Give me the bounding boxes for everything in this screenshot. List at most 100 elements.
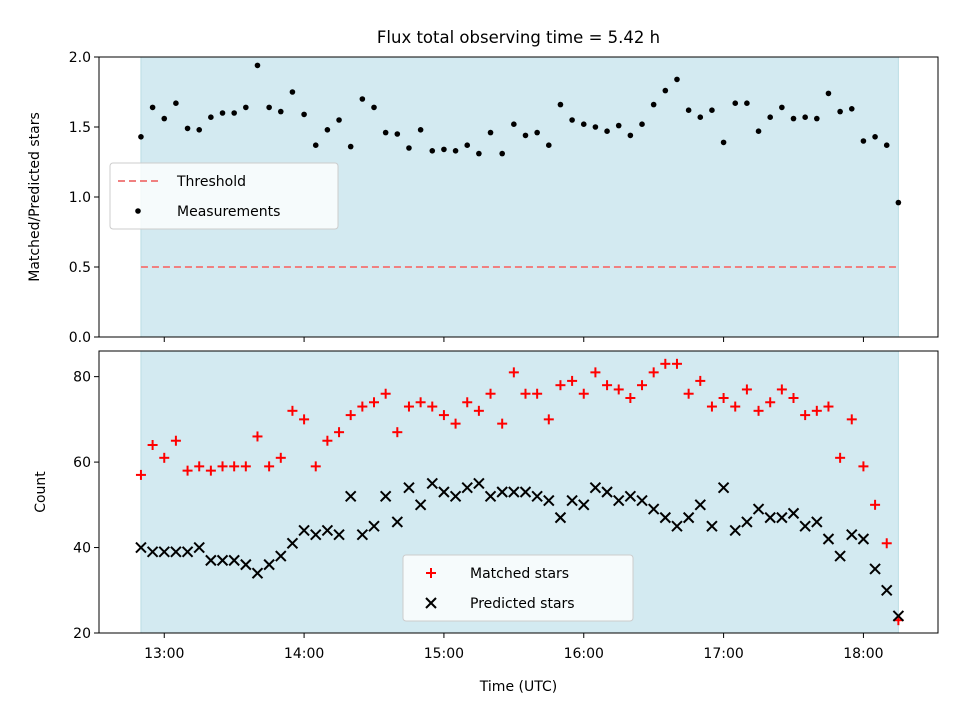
measurement-point — [569, 117, 575, 123]
y-tick-label: 2.0 — [69, 50, 91, 66]
matched-star-point — [473, 405, 484, 416]
measurement-point — [825, 90, 832, 97]
matched-star-point — [217, 461, 228, 472]
matched-star-point — [334, 427, 345, 438]
ratio-y-axis-label: Matched/Predicted stars — [27, 112, 43, 282]
predicted-star-point — [263, 558, 275, 571]
x-bar — [717, 482, 730, 494]
measurement-point — [161, 115, 168, 122]
y-tick-label: 1.0 — [69, 190, 91, 206]
x-bar — [449, 490, 462, 502]
measurement-point — [639, 121, 645, 127]
x-bar — [286, 537, 299, 549]
matched-star-point — [811, 405, 822, 416]
y-tick-label: 40 — [73, 541, 91, 557]
matched-star-point — [345, 410, 356, 421]
predicted-star-point — [834, 550, 846, 562]
x-bar — [240, 558, 252, 571]
measurement-point — [394, 131, 401, 137]
matched-star-point — [683, 388, 694, 399]
predicted-star-point — [869, 563, 881, 575]
matched-star-point — [170, 435, 181, 446]
x-bar — [205, 554, 217, 567]
matched-star-point — [718, 393, 729, 403]
x-bar — [531, 490, 543, 502]
matched-star-point — [543, 414, 554, 425]
measurement-point — [347, 143, 354, 150]
x-bar — [682, 511, 695, 524]
measurement-point — [779, 104, 785, 111]
x-bar — [216, 554, 229, 567]
predicted-star-point — [228, 554, 240, 567]
legend: Matched stars Predicted stars — [402, 554, 634, 622]
measurement-point — [417, 127, 424, 133]
matched-star-point — [369, 397, 380, 408]
matched-star-point — [357, 401, 368, 412]
x-tick-label: 14:00 — [284, 646, 324, 662]
predicted-star-point — [729, 524, 741, 537]
predicted-star-point — [566, 494, 578, 507]
measurement-point — [744, 100, 750, 106]
matched-star-point — [637, 380, 648, 391]
matched-star-point — [602, 380, 613, 391]
measurement-point — [231, 110, 237, 116]
y-tick-label: 60 — [73, 455, 91, 471]
measurement-point — [464, 142, 471, 148]
y-tick-label: 80 — [73, 370, 91, 386]
predicted-star-point — [146, 546, 159, 558]
x-bar — [787, 507, 800, 520]
legend: Threshold Measurements — [109, 162, 339, 230]
predicted-star-point — [298, 524, 310, 537]
x-bar — [181, 546, 194, 558]
x-bar — [146, 546, 159, 558]
measurement-point — [382, 129, 389, 136]
predicted-star-point — [193, 541, 205, 554]
x-bar — [310, 529, 322, 541]
measurement-point — [208, 114, 214, 120]
predicted-star-point — [717, 482, 730, 494]
matched-star-point — [450, 418, 461, 429]
x-bar — [461, 482, 473, 494]
x-bar — [566, 494, 578, 507]
x-bar — [636, 494, 648, 507]
matched-star-point — [741, 384, 752, 395]
measurement-point — [522, 132, 529, 139]
legend-label: Matched stars — [470, 566, 569, 582]
x-bar — [414, 499, 427, 511]
predicted-star-point — [391, 516, 404, 528]
predicted-star-point — [135, 541, 147, 554]
x-bar — [519, 486, 532, 498]
ratio-panel: 0.0 0.5 1.0 1.5 2.0 Threshold Measurements — [69, 50, 939, 346]
matched-star-point — [613, 384, 624, 395]
matched-star-point — [625, 393, 636, 403]
matched-star-point — [299, 414, 310, 425]
x-bar — [578, 499, 590, 511]
measurement-point — [499, 150, 505, 157]
x-bar — [403, 482, 415, 494]
x-bar — [496, 486, 508, 498]
measurement-point — [266, 104, 272, 111]
x-bar — [589, 482, 602, 494]
measurement-point — [441, 146, 447, 153]
matched-star-point — [508, 367, 519, 378]
measurement-point — [895, 199, 902, 206]
measurement-point — [709, 107, 715, 113]
predicted-star-point — [706, 520, 718, 532]
predicted-star-point — [647, 503, 660, 515]
measurement-point — [406, 145, 412, 151]
x-bar — [333, 529, 345, 541]
measurement-point — [301, 111, 307, 118]
predicted-star-point — [613, 494, 625, 507]
matched-star-point — [706, 401, 717, 412]
predicted-star-point — [403, 482, 415, 494]
predicted-star-point — [508, 486, 520, 498]
matched-star-point — [835, 452, 846, 463]
matched-star-point — [159, 452, 170, 463]
predicted-star-point — [414, 499, 427, 511]
x-bar — [764, 511, 776, 524]
x-bar — [869, 563, 881, 575]
matched-star-point — [392, 427, 403, 438]
predicted-star-point — [379, 490, 392, 502]
